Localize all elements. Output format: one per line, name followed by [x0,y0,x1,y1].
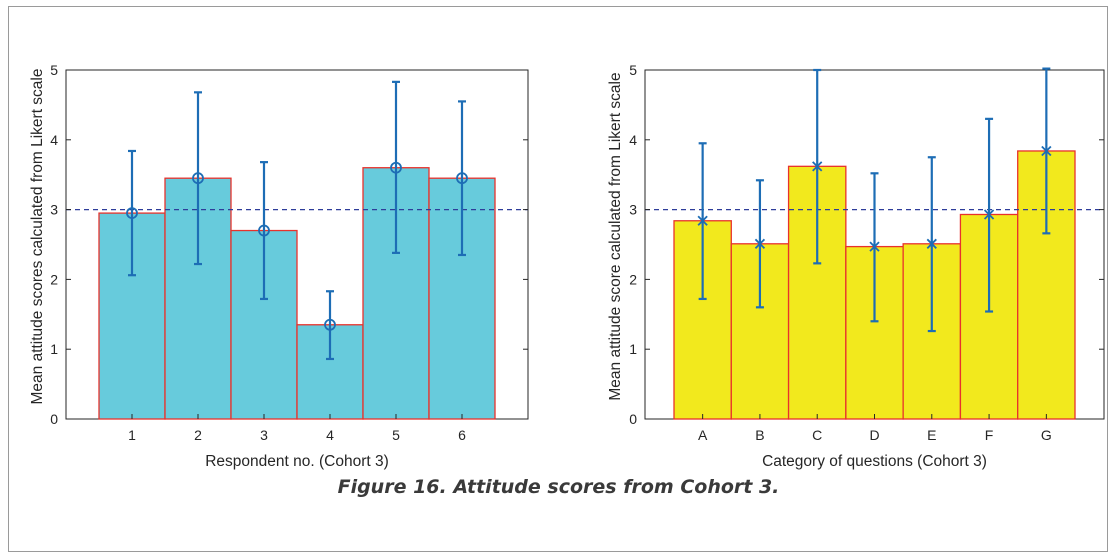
mean-marker-D [869,241,880,252]
mean-marker-C [812,161,823,172]
mean-marker-4 [324,318,336,331]
mean-marker-F [983,209,995,220]
x-tick-label-D: D [869,427,879,443]
y-tick-label: 1 [50,341,58,357]
x-tick-label-B: B [755,427,764,443]
y-tick-label: 4 [50,132,58,148]
y-tick-label: 2 [629,271,637,287]
mean-marker-3 [258,224,270,237]
x-tick-label-F: F [985,427,994,443]
x-tick-label-E: E [927,427,936,443]
x-tick-label-5: 5 [392,427,400,443]
x-tick-label-A: A [698,427,708,443]
y-tick-label: 4 [629,132,637,148]
x-tick-label-4: 4 [326,427,334,443]
mean-marker-B [754,238,766,249]
x-tick-label-6: 6 [458,427,466,443]
y-tick-label: 2 [50,271,58,287]
mean-marker-A [697,215,708,226]
mean-marker-E [926,238,937,249]
y-tick-label: 5 [50,62,58,78]
x-tick-label-G: G [1041,427,1052,443]
mean-marker-2 [192,172,204,185]
y-tick-label: 0 [50,411,58,427]
x-tick-label-2: 2 [194,427,202,443]
y-tick-label: 3 [629,202,637,218]
x-tick-label-C: C [812,427,822,443]
y-axis-label: Mean attitude scores calculated from Lik… [29,69,46,405]
x-axis-label: Respondent no. (Cohort 3) [205,453,389,470]
y-tick-label: 1 [629,341,637,357]
x-tick-label-3: 3 [260,427,268,443]
y-tick-label: 3 [50,202,58,218]
mean-marker-5 [390,161,402,174]
y-axis-label: Mean attitude score calculated from Like… [607,72,624,400]
mean-marker-1 [126,207,138,219]
chart-panel-2: 0 1 2 3 4 5 A B C D E F G Category of questions (Coho… [607,62,1105,470]
x-axis-label: Category of questions (Cohort 3) [762,453,987,470]
x-tick-label-1: 1 [128,427,136,443]
figure-caption: Figure 16. Attitude scores from Cohort 3… [337,476,780,498]
y-tick-label: 0 [629,411,637,427]
y-tick-label: 5 [629,62,637,78]
chart-panel-1: 0 1 2 3 4 5 1 2 3 4 5 6 Respondent no. (Cohort 3) Mea… [29,62,529,470]
mean-marker-G [1041,145,1052,157]
mean-marker-6 [456,172,468,185]
